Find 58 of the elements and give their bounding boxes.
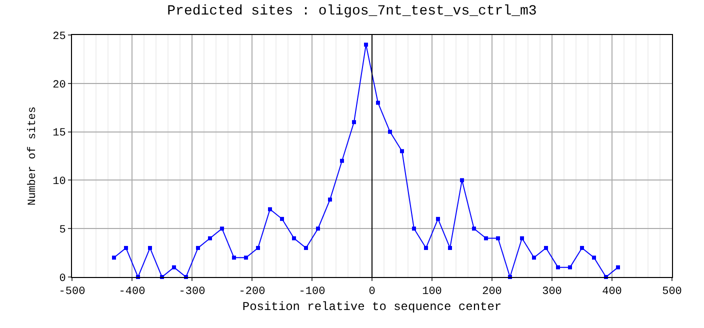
chart-title: Predicted sites : oligos_7nt_test_vs_ctrl_m3 <box>167 4 537 20</box>
point <box>568 265 572 270</box>
x-tick-label: -100 <box>298 286 326 298</box>
y-tick-label: 25 <box>52 30 66 43</box>
point <box>304 246 308 250</box>
point <box>208 236 212 240</box>
point <box>364 42 368 47</box>
x-tick-label: 400 <box>602 286 622 298</box>
y-axis-title: Number of sites <box>27 106 40 206</box>
point <box>292 236 296 240</box>
point <box>124 246 128 250</box>
point <box>112 256 116 260</box>
point <box>196 246 200 250</box>
x-axis-title: Position relative to sequence center <box>242 300 502 314</box>
point <box>376 100 380 105</box>
point <box>232 256 236 260</box>
point <box>148 246 152 250</box>
x-tick-label: 0 <box>368 286 376 298</box>
point <box>436 216 440 221</box>
point <box>340 158 344 163</box>
point <box>280 216 284 221</box>
point <box>268 207 272 212</box>
y-tick-label: 0 <box>59 272 66 285</box>
point <box>400 149 404 154</box>
point <box>616 265 620 270</box>
y-tick-label: 10 <box>52 176 66 188</box>
x-tick-label: 200 <box>482 286 502 298</box>
point <box>520 236 524 240</box>
point <box>532 256 536 260</box>
point <box>388 130 392 134</box>
x-tick-label: -400 <box>118 286 146 298</box>
x-tick-label: 500 <box>662 286 682 298</box>
point <box>424 246 428 250</box>
point <box>544 246 548 250</box>
x-tick-label: -500 <box>58 286 86 298</box>
point <box>352 120 356 124</box>
point <box>448 246 452 250</box>
point <box>496 236 500 240</box>
x-tick-label: 100 <box>422 286 442 298</box>
point <box>220 226 224 231</box>
point <box>316 226 320 231</box>
y-tick-label: 20 <box>52 79 66 92</box>
point <box>580 246 584 250</box>
point <box>412 226 416 231</box>
point <box>460 178 464 182</box>
x-tick-label: 300 <box>542 286 562 298</box>
point <box>556 265 560 270</box>
point <box>484 236 488 240</box>
point <box>328 198 332 202</box>
x-tick-label: -200 <box>238 286 266 298</box>
y-tick-label: 5 <box>59 224 66 236</box>
point <box>256 246 260 250</box>
point <box>172 265 176 270</box>
x-tick-label: -300 <box>178 286 206 298</box>
point <box>472 226 476 231</box>
point <box>592 256 596 260</box>
y-tick-label: 15 <box>52 128 66 140</box>
point <box>244 256 248 260</box>
